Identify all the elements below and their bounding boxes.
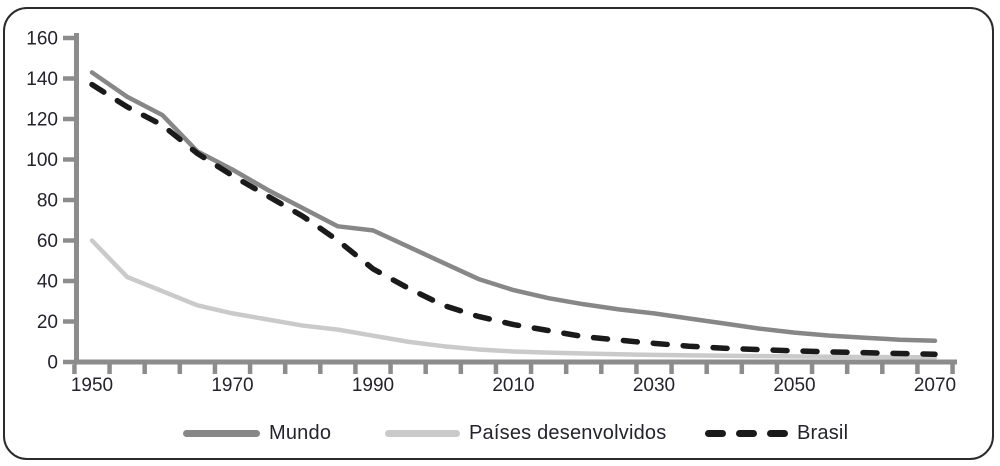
y-tick-label: 140 [26, 69, 58, 90]
x-tick-label: 1970 [211, 375, 253, 396]
x-tick-label: 1990 [352, 375, 394, 396]
y-tick-label: 80 [37, 191, 58, 212]
legend-label-brasil: Brasil [797, 421, 849, 444]
y-tick-label: 40 [37, 272, 58, 293]
legend-label-mundo: Mundo [269, 421, 332, 444]
legend-item-mundo: Mundo [183, 419, 331, 447]
y-tick-label: 100 [26, 150, 58, 171]
x-tick-label: 2010 [492, 375, 534, 396]
rounded-border-frame [3, 7, 994, 460]
series-line-paises-desenvolvidos [89, 238, 938, 360]
legend-dash-segment [705, 429, 726, 437]
y-tick-label: 120 [26, 110, 58, 131]
y-tick-label: 160 [26, 29, 58, 50]
legend-swatch-brasil [705, 429, 788, 437]
legend-label-paises-desenvolvidos: Países desenvolvidos [469, 421, 667, 444]
x-tick-label: 1950 [71, 375, 113, 396]
legend-item-brasil: Brasil [705, 419, 848, 447]
y-tick-label: 60 [37, 231, 58, 252]
series-line-mundo [89, 70, 938, 343]
legend-item-paises-desenvolvidos: Países desenvolvidos [385, 419, 666, 447]
y-tick-label: 20 [37, 312, 58, 333]
x-tick-label: 2030 [633, 375, 675, 396]
legend-dash-segment [767, 429, 788, 437]
chart-legend: Mundo Países desenvolvidos Brasil [0, 419, 1000, 447]
x-tick-label: 2070 [914, 375, 956, 396]
legend-dash-segment [736, 429, 757, 437]
legend-swatch-paises-desenvolvidos [385, 429, 460, 437]
series-line-brasil [89, 81, 938, 358]
y-tick-label: 0 [47, 353, 58, 374]
legend-swatch-mundo [183, 429, 260, 437]
x-tick-label: 2050 [773, 375, 815, 396]
